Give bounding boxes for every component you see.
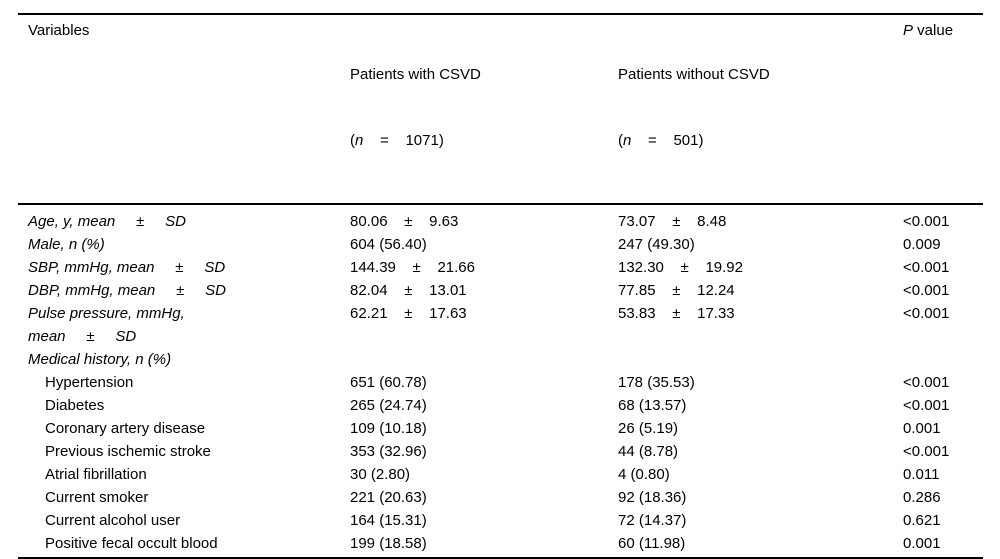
row-label: SBP, mmHg, mean ± SD <box>28 258 226 276</box>
p-value: 0.009 <box>903 235 941 253</box>
row-label: Current alcohol user <box>45 511 181 529</box>
no-csvd-value: 72 (14.37) <box>618 511 687 529</box>
row-label: DBP, mmHg, mean ± SD <box>28 281 227 299</box>
p-value <box>903 348 983 371</box>
no-csvd-value: 247 (49.30) <box>618 235 695 253</box>
row-label: Hypertension <box>45 373 134 391</box>
csvd-value: 144.39 ± 21.66 <box>350 258 475 276</box>
p-value: 0.621 <box>903 511 941 529</box>
row-label: Atrial fibrillation <box>45 465 147 483</box>
csvd-value: 265 (24.74) <box>350 396 427 414</box>
table-row-diabetes: Diabetes 265 (24.74) 68 (13.57) <0.001 <box>18 394 983 417</box>
p-value: 0.286 <box>903 488 941 506</box>
no-csvd-value: 92 (18.36) <box>618 488 687 506</box>
col-header-p-value: P value <box>903 20 983 196</box>
table-header-row: Variables Patients with CSVD (n = 1071) … <box>18 15 983 203</box>
no-csvd-value: 26 (5.19) <box>618 419 679 437</box>
table-row-pulse-pressure: Pulse pressure, mmHg, mean ± SD 62.21 ± … <box>18 302 983 348</box>
n-symbol: n <box>355 131 364 149</box>
no-csvd-value: 53.83 ± 17.33 <box>618 304 735 322</box>
header-line-2: (n = 501) <box>618 130 903 152</box>
table-row-coronary-artery-disease: Coronary artery disease 109 (10.18) 26 (… <box>18 417 983 440</box>
csvd-value: 109 (10.18) <box>350 419 427 437</box>
header-line-1: Patients without CSVD <box>618 65 770 83</box>
p-symbol: P <box>903 21 914 39</box>
csvd-value: 651 (60.78) <box>350 373 427 391</box>
table-body: Age, y, mean ± SD 80.06 ± 9.63 73.07 ± 8… <box>18 205 983 557</box>
csvd-value: 221 (20.63) <box>350 488 427 506</box>
no-csvd-value: 4 (0.80) <box>618 465 670 483</box>
header-line-1: Patients with CSVD <box>350 65 481 83</box>
csvd-value: 62.21 ± 17.63 <box>350 304 467 322</box>
col-header-patients-without-csvd: Patients without CSVD (n = 501) <box>618 20 903 196</box>
col-header-patients-with-csvd: Patients with CSVD (n = 1071) <box>350 20 618 196</box>
row-label: Current smoker <box>45 488 149 506</box>
p-value: 0.001 <box>903 419 941 437</box>
table-row-sbp: SBP, mmHg, mean ± SD 144.39 ± 21.66 132.… <box>18 256 983 279</box>
p-value-label: value <box>913 21 954 39</box>
csvd-value: 30 (2.80) <box>350 465 411 483</box>
table-rule-header-separator <box>18 202 983 205</box>
csvd-value: 199 (18.58) <box>350 534 427 552</box>
n-symbol: n <box>623 131 632 149</box>
n-count: = 501) <box>631 131 704 149</box>
csvd-value <box>350 348 618 371</box>
p-value: 0.011 <box>903 465 940 483</box>
table-row-age: Age, y, mean ± SD 80.06 ± 9.63 73.07 ± 8… <box>18 210 983 233</box>
p-value: <0.001 <box>903 396 950 414</box>
table-row-current-smoker: Current smoker 221 (20.63) 92 (18.36) 0.… <box>18 486 983 509</box>
row-label: Diabetes <box>45 396 105 414</box>
row-label: Medical history, n (%) <box>28 350 172 368</box>
csvd-value: 164 (15.31) <box>350 511 427 529</box>
p-value: <0.001 <box>903 442 950 460</box>
n-count: = 1071) <box>363 131 444 149</box>
no-csvd-value: 73.07 ± 8.48 <box>618 212 727 230</box>
table-row-male: Male, n (%) 604 (56.40) 247 (49.30) 0.00… <box>18 233 983 256</box>
csvd-value: 80.06 ± 9.63 <box>350 212 459 230</box>
p-value: <0.001 <box>903 258 950 276</box>
header-line-2: (n = 1071) <box>350 130 618 152</box>
row-label: Male, n (%) <box>28 235 105 253</box>
no-csvd-value: 44 (8.78) <box>618 442 679 460</box>
csvd-value: 604 (56.40) <box>350 235 427 253</box>
p-value: <0.001 <box>903 373 950 391</box>
baseline-characteristics-table: Variables Patients with CSVD (n = 1071) … <box>18 13 983 559</box>
p-value: <0.001 <box>903 304 950 322</box>
row-label: Pulse pressure, mmHg, mean ± SD <box>28 304 185 345</box>
table-row-medical-history: Medical history, n (%) <box>18 348 983 371</box>
table-rule-bottom <box>18 556 983 559</box>
p-value: <0.001 <box>903 212 950 230</box>
table-row-atrial-fibrillation: Atrial fibrillation 30 (2.80) 4 (0.80) 0… <box>18 463 983 486</box>
no-csvd-value: 60 (11.98) <box>618 534 686 552</box>
row-label: Coronary artery disease <box>45 419 206 437</box>
no-csvd-value: 132.30 ± 19.92 <box>618 258 743 276</box>
table-row-hypertension: Hypertension 651 (60.78) 178 (35.53) <0.… <box>18 371 983 394</box>
no-csvd-value: 68 (13.57) <box>618 396 687 414</box>
csvd-value: 353 (32.96) <box>350 442 427 460</box>
table-row-previous-ischemic-stroke: Previous ischemic stroke 353 (32.96) 44 … <box>18 440 983 463</box>
no-csvd-value <box>618 348 903 371</box>
table-row-positive-fecal-occult-blood: Positive fecal occult blood 199 (18.58) … <box>18 532 983 555</box>
p-value: 0.001 <box>903 534 941 552</box>
table-rule-top <box>18 13 983 15</box>
csvd-value: 82.04 ± 13.01 <box>350 281 467 299</box>
p-value: <0.001 <box>903 281 950 299</box>
row-label: Age, y, mean ± SD <box>28 212 187 230</box>
no-csvd-value: 178 (35.53) <box>618 373 695 391</box>
col-header-variables: Variables <box>28 21 90 39</box>
paren-open: ( <box>350 131 355 149</box>
table-row-dbp: DBP, mmHg, mean ± SD 82.04 ± 13.01 77.85… <box>18 279 983 302</box>
row-label: Positive fecal occult blood <box>45 534 218 552</box>
table-row-current-alcohol-user: Current alcohol user 164 (15.31) 72 (14.… <box>18 509 983 532</box>
paren-open: ( <box>618 131 623 149</box>
row-label: Previous ischemic stroke <box>45 442 211 460</box>
no-csvd-value: 77.85 ± 12.24 <box>618 281 735 299</box>
